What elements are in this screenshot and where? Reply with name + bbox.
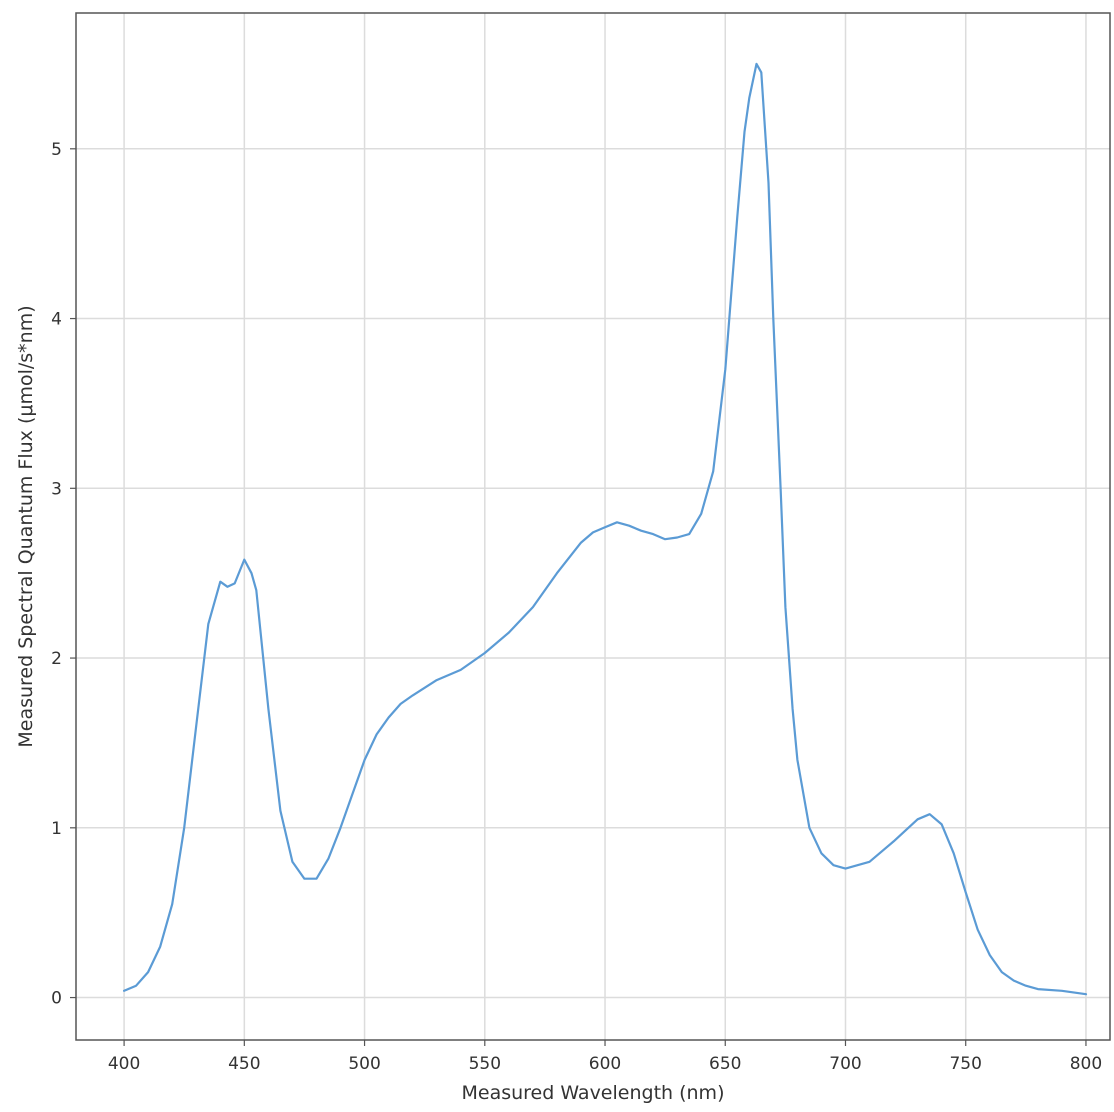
y-tick-label: 1 — [51, 819, 62, 839]
x-tick-label: 650 — [709, 1054, 741, 1074]
y-axis-label: Measured Spectral Quantum Flux (μmol/s*n… — [15, 305, 37, 747]
x-axis-label: Measured Wavelength (nm) — [462, 1082, 725, 1104]
series-layer — [122, 62, 1088, 996]
y-tick-label: 0 — [51, 989, 62, 1009]
plot-frame — [75, 12, 1111, 1041]
x-tick-label: 400 — [108, 1054, 140, 1074]
x-tick-label: 750 — [949, 1054, 981, 1074]
y-tick-label: 3 — [51, 479, 62, 499]
x-tick-label: 800 — [1070, 1054, 1102, 1074]
x-tick-label: 550 — [469, 1054, 501, 1074]
ticks: 400 450 500 550 600 650 700 750 800 0 1 2 3 4 5 — [51, 140, 1102, 1074]
x-tick-label: 700 — [829, 1054, 861, 1074]
y-tick-label: 5 — [51, 140, 62, 160]
spectrum-line — [122, 62, 1088, 996]
grid — [76, 13, 1110, 1040]
x-tick-label: 600 — [589, 1054, 621, 1074]
x-tick-label: 450 — [228, 1054, 260, 1074]
x-tick-label: 500 — [348, 1054, 380, 1074]
y-tick-label: 2 — [51, 649, 62, 669]
y-tick-label: 4 — [51, 310, 62, 330]
